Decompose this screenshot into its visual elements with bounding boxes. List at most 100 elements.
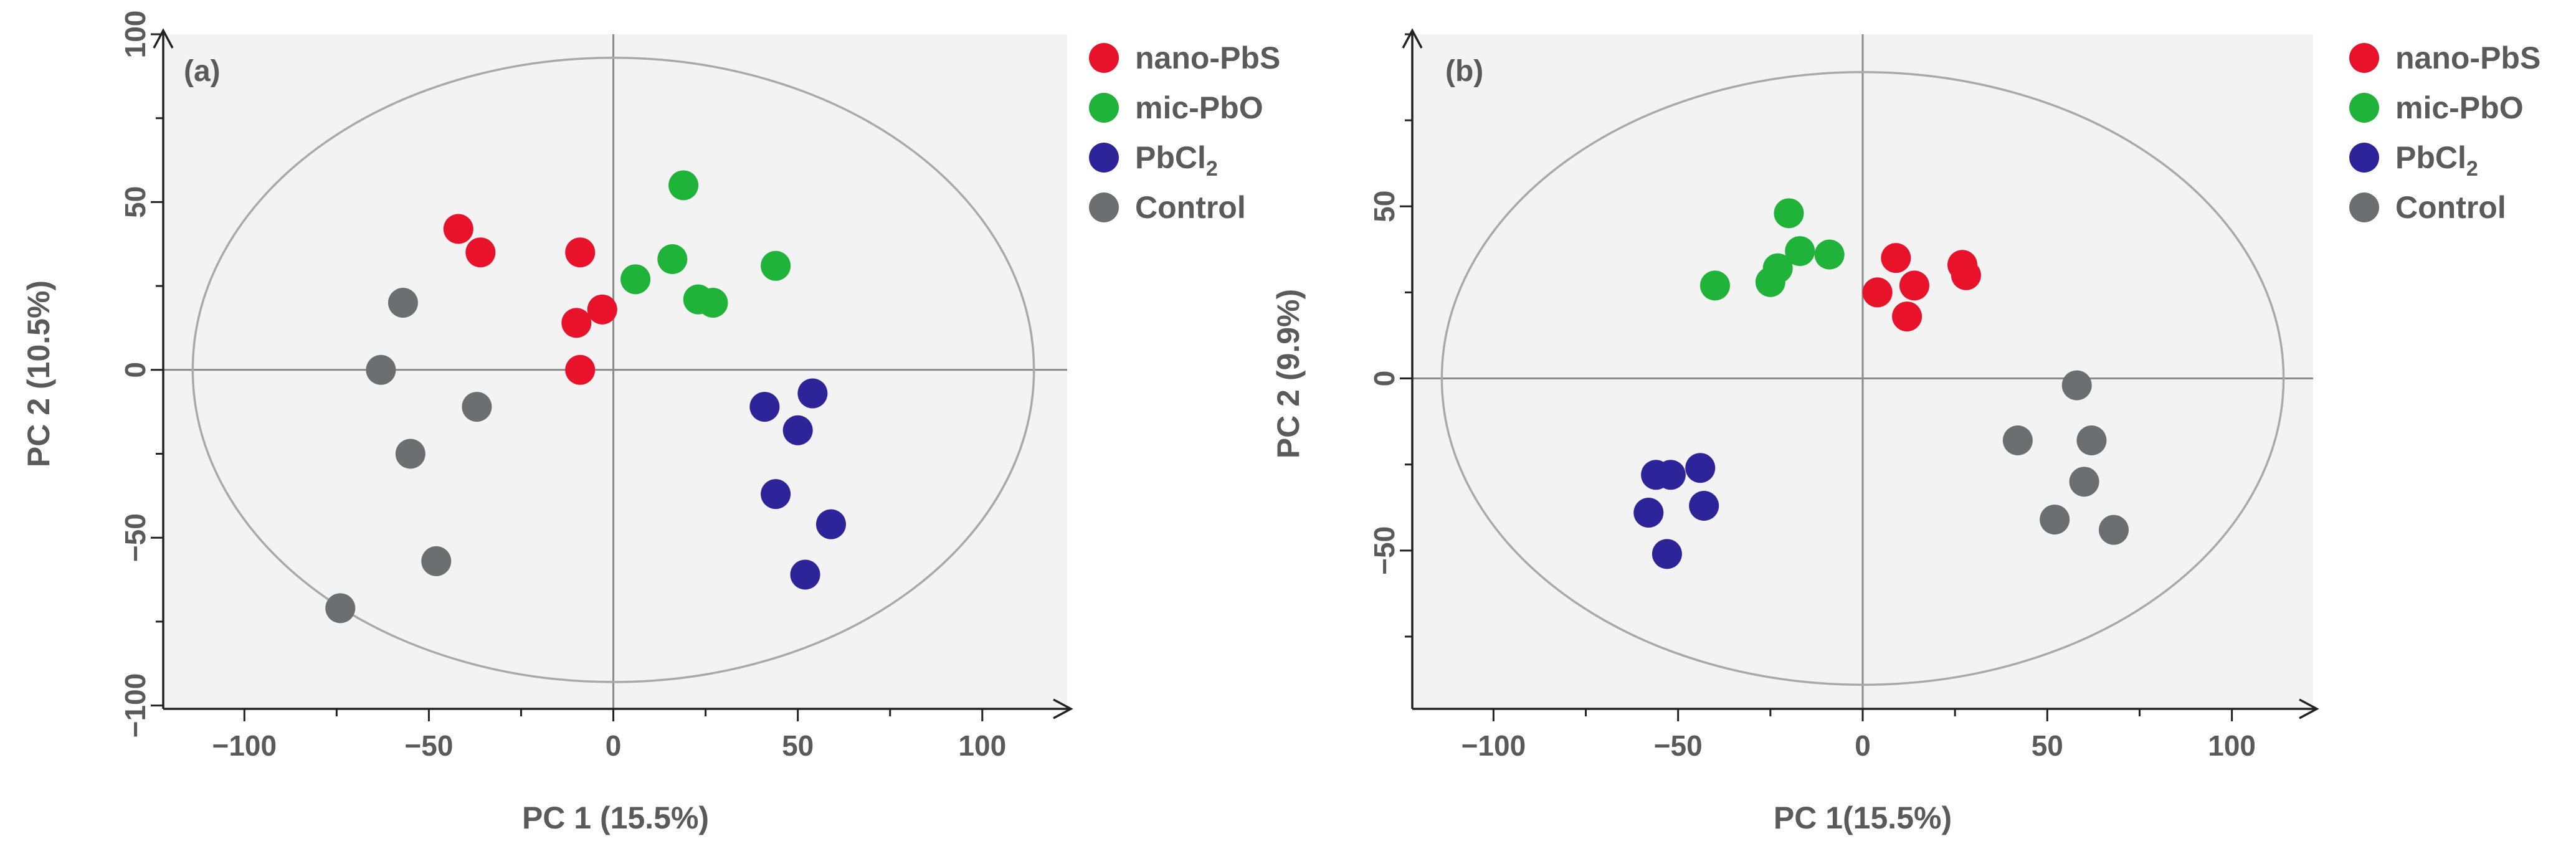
a-point-mic_pbo — [657, 244, 688, 274]
a-legend-label-pbcl2: PbCl2 — [1135, 140, 1218, 181]
b-legend: nano-PbS mic-PbO PbCl2 Control — [2349, 40, 2540, 225]
b-point-nano_pbs — [1899, 270, 1929, 301]
b-legend-label-mic_pbo: mic-PbO — [2395, 90, 2524, 125]
a-point-pbcl2 — [749, 392, 780, 422]
a-point-mic_pbo — [761, 250, 791, 281]
a-x-axis-title: PC 1 (15.5%) — [522, 800, 709, 835]
a-series-pbcl2 — [749, 378, 846, 590]
b-x-tick-label: 100 — [2208, 729, 2256, 762]
b-point-nano_pbs — [1892, 301, 1922, 332]
panel-b-pca-plot: −100 −50 0 50 100 −50 0 50 PC 1(15.5%) PC 2 (9.9%… — [1271, 28, 2540, 835]
a-x-tick-label: −50 — [404, 729, 453, 762]
b-point-control — [2040, 505, 2070, 535]
b-point-nano_pbs — [1951, 260, 1981, 290]
a-legend-label-control: Control — [1135, 190, 1246, 225]
a-y-tick-label: 100 — [119, 11, 151, 59]
a-legend-subscript: 2 — [1206, 157, 1218, 181]
b-series-control — [2002, 370, 2129, 545]
a-point-pbcl2 — [815, 509, 846, 539]
b-point-control — [2002, 425, 2033, 456]
b-x-tick-label: 0 — [1855, 729, 1871, 762]
a-y-tick-label: −100 — [119, 673, 151, 738]
b-point-mic_pbo — [1785, 236, 1815, 267]
a-x-tick-label: 100 — [958, 729, 1006, 762]
a-x-tick-label: 0 — [606, 729, 622, 762]
a-point-pbcl2 — [790, 559, 820, 590]
b-x-axis-title: PC 1(15.5%) — [1774, 800, 1952, 835]
a-panel-label: (a) — [184, 55, 221, 88]
b-point-mic_pbo — [1755, 267, 1785, 297]
a-y-axis-title: PC 2 (10.5%) — [21, 280, 56, 467]
b-y-tick-label: −50 — [1368, 526, 1400, 575]
a-point-nano_pbs — [587, 294, 617, 325]
a-point-mic_pbo — [620, 264, 651, 295]
a-point-control — [325, 593, 356, 624]
a-legend-label-nano_pbs: nano-PbS — [1135, 40, 1280, 75]
b-x-tick-label: −50 — [1654, 729, 1703, 762]
b-point-control — [2076, 425, 2107, 456]
a-confidence-ellipse — [191, 56, 1035, 683]
b-legend-label-nano_pbs: nano-PbS — [2395, 40, 2540, 75]
a-y-tick-label: 50 — [119, 186, 151, 218]
b-series-mic_pbo — [1699, 198, 1845, 301]
a-point-nano_pbs — [561, 308, 592, 338]
b-legend-marker-nano_pbs — [2349, 43, 2379, 73]
b-legend-label-control: Control — [2395, 190, 2506, 225]
a-legend-label-mic_pbo: mic-PbO — [1135, 90, 1263, 125]
b-point-nano_pbs — [1862, 277, 1893, 308]
b-point-mic_pbo — [1699, 270, 1730, 301]
a-point-control — [462, 392, 492, 422]
b-point-mic_pbo — [1774, 198, 1804, 229]
a-point-control — [421, 546, 452, 576]
a-series-mic_pbo — [620, 170, 791, 318]
a-series-control — [325, 288, 492, 624]
a-point-control — [395, 439, 425, 469]
b-legend-label-pbcl2: PbCl2 — [2395, 140, 2478, 181]
a-point-pbcl2 — [782, 415, 813, 445]
b-point-pbcl2 — [1652, 539, 1682, 569]
b-point-control — [2069, 467, 2099, 497]
b-point-pbcl2 — [1655, 460, 1686, 490]
a-legend-marker-control — [1089, 192, 1119, 222]
a-x-axis-arrow-icon — [1053, 698, 1073, 719]
b-x-tick-label: −100 — [1461, 729, 1526, 762]
a-point-control — [387, 288, 418, 318]
a-point-pbcl2 — [797, 378, 828, 409]
a-point-mic_pbo — [698, 288, 728, 318]
b-point-pbcl2 — [1685, 453, 1716, 483]
a-series-nano_pbs — [443, 214, 617, 385]
b-y-axis-title: PC 2 (9.9%) — [1271, 289, 1306, 458]
b-x-axis-arrow-icon — [2299, 698, 2319, 719]
b-series-nano_pbs — [1862, 243, 1981, 332]
a-y-tick-label: 0 — [119, 362, 151, 378]
a-legend-marker-mic_pbo — [1089, 93, 1119, 123]
b-series-pbcl2 — [1633, 453, 1719, 569]
b-legend-marker-mic_pbo — [2349, 93, 2379, 123]
b-point-mic_pbo — [1814, 239, 1845, 270]
a-point-control — [366, 354, 396, 385]
a-plot-background — [163, 34, 1067, 709]
a-x-tick-label: −100 — [212, 729, 277, 762]
a-point-pbcl2 — [761, 479, 791, 510]
b-confidence-ellipse — [1440, 71, 2285, 686]
a-y-tick-label: −50 — [119, 513, 151, 562]
b-legend-marker-pbcl2 — [2349, 143, 2379, 173]
b-legend-subscript: 2 — [2466, 157, 2478, 181]
a-point-nano_pbs — [443, 214, 473, 244]
a-point-nano_pbs — [465, 237, 496, 268]
b-point-pbcl2 — [1633, 498, 1664, 528]
b-point-control — [2098, 515, 2129, 545]
a-legend-marker-pbcl2 — [1089, 143, 1119, 173]
b-legend-marker-control — [2349, 192, 2379, 222]
a-legend: nano-PbS mic-PbO PbCl2 Control — [1089, 40, 1280, 225]
b-y-tick-label: 0 — [1368, 371, 1400, 387]
b-y-tick-label: 50 — [1368, 191, 1400, 222]
b-x-tick-label: 50 — [2032, 729, 2063, 762]
a-legend-marker-nano_pbs — [1089, 43, 1119, 73]
b-point-pbcl2 — [1689, 490, 1719, 521]
a-point-mic_pbo — [668, 170, 699, 201]
a-y-axis-arrow-icon — [153, 28, 174, 49]
b-point-control — [2061, 370, 2092, 401]
b-point-nano_pbs — [1881, 243, 1911, 273]
